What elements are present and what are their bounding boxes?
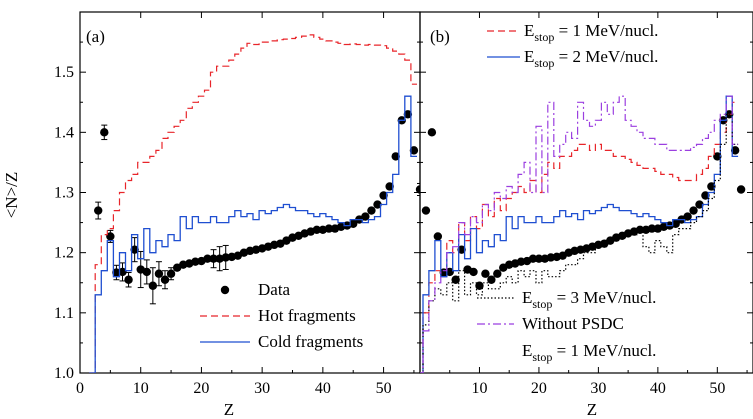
data-point [373,200,382,209]
legend-label-estop3: Estop = 3 MeV/nucl. [522,288,656,311]
x-tick-label: 30 [590,380,606,397]
data-point [707,182,716,191]
data-point [701,191,710,200]
panel-b-label: (b) [430,27,450,46]
data-point [457,245,466,254]
data-point [118,267,127,277]
data-point [312,225,321,235]
legend-label-nopsdc: Without PSDC [522,314,624,333]
data-point [124,275,133,284]
panel-a-frame [79,11,421,374]
data-point [191,257,200,266]
data-point [493,269,502,278]
data-point [421,206,431,215]
data-point [487,275,496,284]
panel-b-x-axis-label: Z [587,400,597,419]
panel-b-plot [420,95,746,373]
data-point [713,152,722,161]
data-point [367,206,376,215]
x-tick-label: 40 [650,380,666,397]
data-point [475,281,484,290]
x-tick-label: 50 [376,380,392,397]
data-point [166,269,176,278]
data-point [528,254,538,263]
data-point [671,219,680,228]
y-tick-label: 1.1 [54,305,74,322]
data-point [433,232,443,241]
data-point [203,254,212,263]
x-tick-label: 40 [315,380,331,397]
series-line-hot [89,34,417,373]
data-point [415,185,420,194]
y-tick-label: 1.5 [54,64,74,81]
legend-marker-data [220,285,230,295]
data-point [647,224,657,233]
data-point [148,281,158,290]
data-point [683,212,692,221]
y-tick-label: 1.4 [54,124,74,141]
data-point [689,206,698,215]
data-point [100,128,109,137]
data-point [221,253,230,262]
y-tick-label: 1.0 [54,365,74,382]
y-tick-label: 1.3 [54,185,74,202]
data-point [361,212,370,221]
data-point [130,245,139,254]
panel-a-plot [89,34,420,373]
data-point [695,200,704,209]
data-point [481,269,490,278]
legend-label-nopsdc_sub: Estop = 1 MeV/nucl. [522,341,656,364]
data-point [403,110,413,119]
series-line-estop3 [420,113,739,373]
data-point [427,128,437,137]
data-point [409,146,419,155]
series-line-cold [420,95,739,373]
data-point [154,269,164,278]
series-line-cold [89,95,417,373]
x-tick-label: 50 [709,380,725,397]
data-point [469,267,478,277]
panel-a-x-axis-label: Z [224,400,234,419]
data-point [445,267,454,277]
x-tick-label: 0 [76,380,84,397]
data-point [349,219,358,228]
series-line-nopsdc [420,95,739,373]
data-point [736,185,746,194]
data-point [730,146,740,155]
data-point [534,254,544,263]
legend-label-cold: Estop = 2 MeV/nucl. [524,47,658,70]
panel-a-legend: Data Hot fragments Cold fragments [200,280,363,351]
data-point [209,254,218,263]
data-point [635,225,645,235]
y-axis-label: <N>/Z [2,172,21,219]
panel-a: (a) Z 0 10 20 30 40 50 1.0 1.1 1.2 1.3 1.4 1.5 Data H… [54,11,421,419]
data-point [379,191,388,200]
data-point [385,182,394,191]
legend-label-hot: Hot fragments [258,306,356,325]
panel-b-legend: Estop = 1 MeV/nucl. Estop = 2 MeV/nucl. Es… [477,21,658,364]
panel-a-label: (a) [86,27,105,46]
x-tick-label: 30 [254,380,270,397]
series-line-hot [420,101,739,373]
data-point [160,275,170,284]
x-tick-label: 20 [531,380,547,397]
data-point [94,206,103,215]
data-point [324,224,334,233]
data-point [451,275,460,284]
y-tick-label: 1.2 [54,245,74,262]
data-point [112,268,121,277]
x-tick-label: 10 [471,380,487,397]
data-point [142,267,151,277]
x-tick-label: 20 [193,380,209,397]
x-tick-label: 10 [133,380,149,397]
legend-label-data: Data [258,280,291,299]
legend-label-cold: Cold fragments [258,332,363,351]
legend-label-hot: Estop = 1 MeV/nucl. [524,21,658,44]
data-point [106,232,115,241]
data-point [391,152,400,161]
